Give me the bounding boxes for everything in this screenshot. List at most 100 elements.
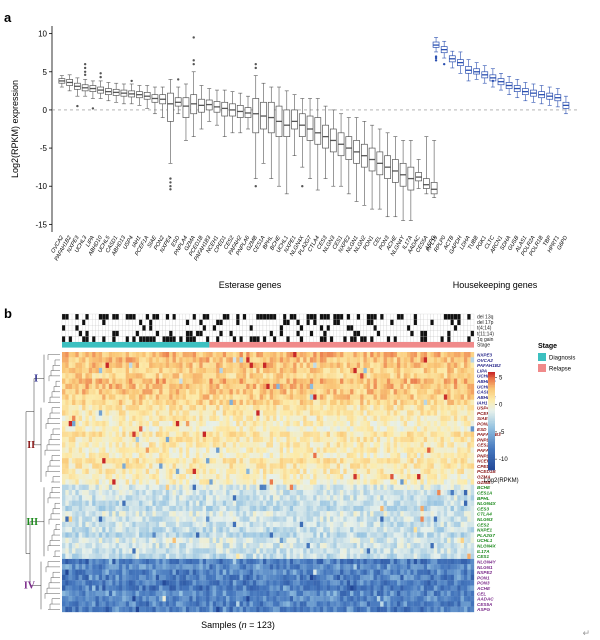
heatmap-cell	[450, 442, 455, 448]
heatmap-cell	[232, 447, 237, 453]
heatmap-cell	[175, 362, 180, 369]
heatmap-cell	[118, 352, 123, 358]
heatmap-cell	[132, 452, 136, 459]
heatmap-cell	[175, 505, 180, 512]
track-cell	[289, 319, 294, 326]
heatmap-cell	[393, 431, 398, 438]
track-cell	[353, 336, 357, 343]
box-iqr	[167, 92, 174, 122]
heatmap-cell	[72, 511, 76, 517]
track-cell	[443, 325, 448, 331]
heatmap-cell	[443, 474, 448, 480]
heatmap-cell	[336, 431, 341, 438]
heatmap-cell	[175, 389, 180, 395]
heatmap-cell	[393, 500, 398, 507]
heatmap-cell	[172, 357, 177, 363]
track-cell	[410, 319, 414, 326]
heatmap-cell	[108, 352, 113, 358]
heatmap-cell	[259, 500, 264, 507]
heatmap-cell	[192, 367, 197, 374]
heatmap-cell	[212, 383, 217, 390]
heatmap-cell	[226, 505, 230, 512]
heatmap-cell	[219, 383, 223, 390]
heatmap-cell	[249, 431, 254, 438]
heatmap-cell	[95, 367, 99, 374]
heatmap-cell	[276, 484, 280, 491]
heatmap-cell	[356, 373, 361, 379]
heatmap-cell	[417, 495, 421, 501]
heatmap-cell	[443, 357, 448, 363]
heatmap-cell	[453, 373, 458, 379]
heatmap-cell	[155, 357, 160, 363]
heatmap-cell	[139, 405, 143, 411]
heatmap-cell	[296, 463, 300, 469]
track-cell	[443, 336, 448, 343]
heatmap-cell	[273, 500, 277, 507]
heatmap-cell	[283, 357, 287, 363]
heatmap-cell	[232, 367, 237, 374]
heatmap-cell	[383, 405, 388, 411]
heatmap-cell	[350, 362, 354, 369]
track-cell	[430, 313, 434, 320]
heatmap-cell	[232, 352, 237, 358]
heatmap-cell	[226, 468, 230, 475]
heatmap-cell	[65, 447, 69, 453]
heatmap-cell	[343, 489, 347, 496]
heatmap-cell	[135, 479, 140, 485]
heatmap-cell	[390, 399, 394, 406]
heatmap-cell	[262, 479, 267, 485]
heatmap-cell	[256, 352, 260, 358]
heatmap-cell	[152, 479, 156, 485]
expression-heatmap	[62, 352, 475, 613]
track-cell	[68, 325, 73, 331]
heatmap-cell	[169, 378, 173, 384]
heatmap-cell	[289, 426, 294, 432]
heatmap-cell	[343, 362, 347, 369]
track-cell	[249, 325, 254, 331]
heatmap-cell	[165, 362, 170, 369]
heatmap-cell	[216, 426, 220, 432]
heatmap-cell	[427, 468, 431, 475]
heatmap-cell	[443, 495, 448, 501]
heatmap-cell	[343, 495, 347, 501]
track-cell	[246, 319, 250, 326]
heatmap-cell	[467, 415, 471, 422]
heatmap-cell	[323, 489, 327, 496]
heatmap-cell	[98, 458, 103, 464]
heatmap-cell	[457, 405, 461, 411]
heatmap-cell	[159, 463, 163, 469]
heatmap-cell	[75, 452, 79, 459]
boxplot-usp4: USP4	[122, 79, 136, 251]
heatmap-cell	[206, 474, 210, 480]
heatmap-cell	[118, 489, 123, 496]
heatmap-cell	[276, 378, 280, 384]
heatmap-cell	[189, 352, 193, 358]
heatmap-cell	[139, 378, 143, 384]
heatmap-cell	[346, 389, 351, 395]
heatmap-cell	[463, 468, 468, 475]
heatmap-cell	[216, 378, 220, 384]
heatmap-cell	[403, 495, 408, 501]
heatmap-cell	[115, 394, 120, 400]
heatmap-cell	[135, 458, 140, 464]
heatmap-cell	[212, 405, 217, 411]
heatmap-cell	[433, 436, 438, 443]
heatmap-cell	[169, 458, 173, 464]
heatmap-cell	[393, 362, 398, 369]
heatmap-cell	[226, 463, 230, 469]
heatmap-cell	[393, 378, 398, 384]
track-cell	[289, 325, 294, 331]
heatmap-cell	[152, 415, 156, 422]
heatmap-cell	[125, 357, 130, 363]
heatmap-cell	[185, 405, 190, 411]
heatmap-cell	[115, 447, 120, 453]
track-cell	[433, 336, 438, 343]
heatmap-cell	[299, 431, 304, 438]
heatmap-cell	[457, 410, 461, 416]
heatmap-cell	[219, 479, 223, 485]
heatmap-cell	[303, 378, 307, 384]
heatmap-cell	[410, 373, 414, 379]
heatmap-cell	[145, 511, 150, 517]
heatmap-cell	[450, 474, 455, 480]
heatmap-cell	[108, 431, 113, 438]
